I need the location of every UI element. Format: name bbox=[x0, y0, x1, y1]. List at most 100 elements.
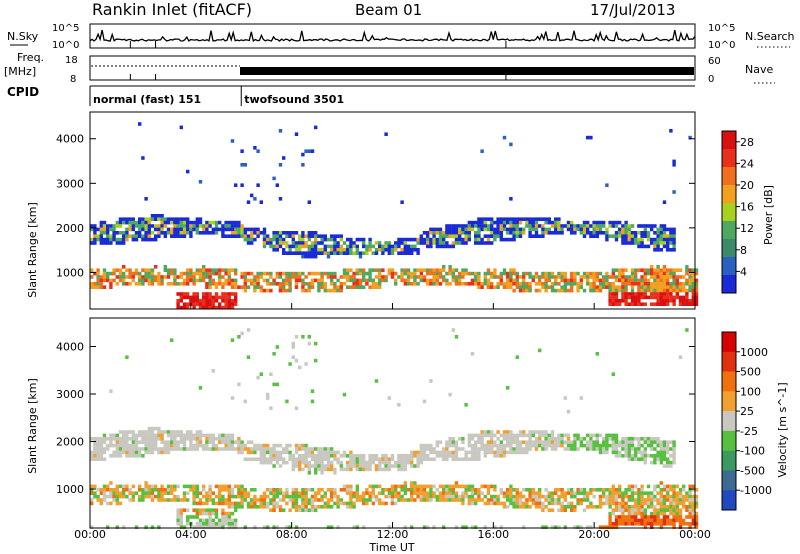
power-cell bbox=[253, 282, 257, 286]
power-cell bbox=[608, 234, 612, 238]
velocity-cell bbox=[237, 488, 241, 492]
power-cell bbox=[688, 288, 692, 293]
velocity-cell bbox=[298, 467, 302, 472]
colorbar-tick-label: -500 bbox=[740, 464, 765, 477]
power-cell bbox=[166, 231, 171, 235]
velocity-cell bbox=[298, 454, 302, 458]
power-cell bbox=[640, 288, 644, 293]
velocity-cell bbox=[192, 484, 196, 489]
power-cell bbox=[173, 275, 177, 279]
power-cell bbox=[666, 299, 670, 303]
velocity-cell bbox=[669, 494, 673, 499]
velocity-cell bbox=[288, 443, 292, 448]
velocity-cell bbox=[538, 430, 542, 434]
power-cell bbox=[464, 271, 468, 276]
velocity-cell bbox=[461, 447, 465, 451]
power-cell bbox=[144, 278, 148, 283]
power-cell bbox=[650, 275, 654, 279]
power-cell bbox=[339, 288, 343, 293]
velocity-cell bbox=[144, 430, 148, 434]
velocity-cell bbox=[598, 498, 603, 502]
velocity-cell bbox=[243, 443, 247, 448]
power-cell bbox=[624, 237, 628, 242]
velocity-cell bbox=[656, 498, 660, 502]
power-cell bbox=[634, 268, 638, 272]
power-cell bbox=[653, 275, 657, 279]
velocity-cell bbox=[640, 454, 644, 458]
power-cell bbox=[691, 288, 695, 293]
velocity-cell bbox=[685, 522, 689, 526]
velocity-cell bbox=[400, 498, 404, 502]
velocity-cell bbox=[192, 494, 196, 499]
velocity-cell bbox=[470, 494, 475, 499]
velocity-cell bbox=[288, 498, 292, 502]
power-cell bbox=[659, 292, 663, 296]
velocity-cell bbox=[163, 440, 167, 444]
power-cell bbox=[115, 275, 119, 279]
velocity-cell bbox=[528, 505, 532, 509]
velocity-cell bbox=[496, 454, 500, 458]
power-cell bbox=[227, 299, 231, 303]
power-cell bbox=[656, 288, 660, 293]
power-cell bbox=[621, 241, 625, 245]
power-cell bbox=[186, 169, 190, 174]
velocity-cell bbox=[522, 440, 526, 444]
velocity-cell bbox=[522, 505, 526, 509]
power-cell bbox=[349, 237, 353, 242]
power-cell bbox=[531, 278, 535, 283]
velocity-cell bbox=[502, 454, 507, 458]
velocity-cell bbox=[323, 447, 327, 451]
power-cell bbox=[653, 302, 657, 306]
velocity-cell bbox=[410, 454, 414, 458]
power-cell bbox=[102, 278, 107, 283]
velocity-cell bbox=[499, 447, 503, 451]
velocity-cell bbox=[438, 440, 443, 444]
velocity-cell bbox=[310, 450, 315, 455]
velocity-cell bbox=[650, 447, 654, 451]
power-cell bbox=[621, 282, 625, 286]
power-cell bbox=[618, 285, 622, 289]
velocity-cell bbox=[291, 464, 295, 468]
velocity-cell bbox=[544, 505, 548, 509]
velocity-cell bbox=[576, 501, 580, 506]
power-cell bbox=[694, 292, 699, 296]
velocity-cell bbox=[250, 498, 254, 502]
velocity-cell bbox=[198, 443, 203, 448]
velocity-cell bbox=[586, 447, 590, 451]
velocity-cell bbox=[637, 491, 641, 495]
velocity-cell bbox=[429, 457, 433, 461]
velocity-cell bbox=[131, 450, 135, 455]
power-cell bbox=[211, 295, 215, 300]
power-cell bbox=[176, 275, 180, 279]
power-cell bbox=[349, 248, 353, 252]
velocity-cell bbox=[291, 501, 295, 506]
power-cell bbox=[205, 271, 209, 276]
velocity-cell bbox=[630, 440, 635, 444]
power-cell bbox=[346, 275, 350, 279]
velocity-cell bbox=[342, 501, 347, 506]
velocity-cell bbox=[218, 494, 222, 499]
velocity-cell bbox=[205, 525, 209, 529]
power-cell bbox=[122, 275, 126, 279]
velocity-cell bbox=[576, 491, 580, 495]
velocity-cell bbox=[160, 494, 164, 499]
velocity-cell bbox=[470, 352, 475, 356]
velocity-cell bbox=[467, 501, 471, 506]
power-cell bbox=[205, 295, 209, 300]
velocity-cell bbox=[493, 488, 497, 492]
power-cell bbox=[240, 271, 244, 276]
velocity-cell bbox=[150, 494, 155, 499]
velocity-cell bbox=[442, 454, 446, 458]
power-cell bbox=[672, 248, 676, 252]
power-cell bbox=[621, 224, 625, 228]
velocity-cell bbox=[480, 491, 484, 495]
power-cell bbox=[304, 234, 308, 238]
velocity-cell bbox=[502, 505, 507, 509]
velocity-cell bbox=[448, 494, 452, 499]
velocity-cell bbox=[269, 372, 273, 376]
power-cell bbox=[403, 271, 407, 276]
power-cell bbox=[589, 224, 593, 228]
velocity-cell bbox=[694, 518, 699, 523]
velocity-cell bbox=[685, 328, 689, 332]
power-cell bbox=[640, 268, 644, 272]
